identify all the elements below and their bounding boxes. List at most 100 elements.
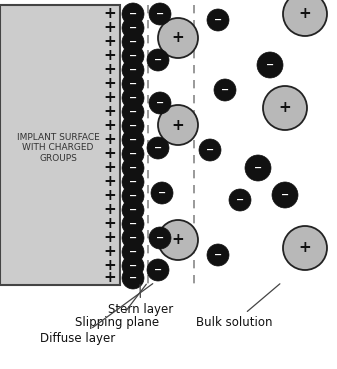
Text: +: +	[103, 203, 116, 217]
Text: −: −	[154, 55, 162, 65]
Text: +: +	[103, 189, 116, 203]
Circle shape	[149, 92, 171, 114]
Text: Stern layer: Stern layer	[108, 285, 173, 316]
Circle shape	[122, 59, 144, 81]
Text: −: −	[236, 195, 244, 205]
Text: +: +	[103, 231, 116, 245]
Circle shape	[122, 17, 144, 39]
Text: −: −	[129, 9, 137, 19]
Text: −: −	[129, 37, 137, 47]
Circle shape	[283, 226, 327, 270]
Circle shape	[122, 129, 144, 151]
Text: −: −	[129, 51, 137, 61]
Text: +: +	[172, 232, 184, 248]
Circle shape	[122, 213, 144, 235]
Text: −: −	[129, 205, 137, 215]
Text: −: −	[129, 107, 137, 117]
Bar	[0, 5, 120, 285]
Text: −: −	[156, 98, 164, 108]
Text: +: +	[103, 7, 116, 21]
Text: −: −	[129, 121, 137, 131]
Text: +: +	[103, 34, 116, 49]
Text: +: +	[103, 245, 116, 259]
Circle shape	[147, 259, 169, 281]
Circle shape	[158, 18, 198, 58]
Text: +: +	[279, 100, 292, 115]
Text: +: +	[103, 118, 116, 134]
Text: −: −	[129, 219, 137, 229]
Circle shape	[149, 227, 171, 249]
Text: −: −	[156, 233, 164, 243]
Text: +: +	[103, 132, 116, 148]
Circle shape	[158, 105, 198, 145]
Text: +: +	[103, 161, 116, 176]
Text: +: +	[103, 259, 116, 273]
Text: −: −	[129, 273, 137, 283]
Text: +: +	[299, 241, 311, 255]
Circle shape	[149, 3, 171, 25]
Text: +: +	[103, 48, 116, 63]
Circle shape	[122, 227, 144, 249]
Text: Diffuse layer: Diffuse layer	[40, 284, 153, 345]
Text: +: +	[103, 104, 116, 120]
Text: −: −	[129, 23, 137, 33]
Text: −: −	[129, 177, 137, 187]
Text: −: −	[221, 85, 229, 95]
Circle shape	[122, 31, 144, 53]
Text: +: +	[103, 217, 116, 231]
Text: +: +	[103, 146, 116, 162]
Circle shape	[122, 3, 144, 25]
Text: −: −	[281, 190, 289, 200]
Text: IMPLANT SURFACE
WITH CHARGED
GROUPS: IMPLANT SURFACE WITH CHARGED GROUPS	[17, 133, 99, 163]
Circle shape	[147, 49, 169, 71]
Circle shape	[229, 189, 251, 211]
Circle shape	[272, 182, 298, 208]
Circle shape	[122, 199, 144, 221]
Circle shape	[122, 45, 144, 67]
Circle shape	[122, 101, 144, 123]
Text: +: +	[103, 90, 116, 106]
Text: +: +	[103, 175, 116, 190]
Text: +: +	[103, 21, 116, 35]
Text: −: −	[154, 143, 162, 153]
Text: +: +	[172, 31, 184, 45]
Circle shape	[283, 0, 327, 36]
Circle shape	[207, 244, 229, 266]
Circle shape	[214, 79, 236, 101]
Circle shape	[207, 9, 229, 31]
Circle shape	[122, 87, 144, 109]
Text: +: +	[172, 117, 184, 132]
Circle shape	[122, 115, 144, 137]
Circle shape	[122, 157, 144, 179]
Text: −: −	[206, 145, 214, 155]
Circle shape	[158, 220, 198, 260]
Circle shape	[122, 143, 144, 165]
Text: −: −	[129, 191, 137, 201]
Circle shape	[147, 137, 169, 159]
Text: −: −	[214, 250, 222, 260]
Text: Bulk solution: Bulk solution	[196, 284, 280, 329]
Text: −: −	[156, 9, 164, 19]
Circle shape	[122, 171, 144, 193]
Text: −: −	[129, 79, 137, 89]
Text: −: −	[214, 15, 222, 25]
Circle shape	[245, 155, 271, 181]
Circle shape	[263, 86, 307, 130]
Text: Slipping plane: Slipping plane	[75, 284, 159, 329]
Text: −: −	[129, 163, 137, 173]
Circle shape	[151, 182, 173, 204]
Circle shape	[122, 185, 144, 207]
Text: −: −	[129, 65, 137, 75]
Text: −: −	[129, 247, 137, 257]
Circle shape	[257, 52, 283, 78]
Text: +: +	[103, 62, 116, 77]
Text: −: −	[266, 60, 274, 70]
Text: −: −	[154, 265, 162, 275]
Text: −: −	[129, 93, 137, 103]
Text: +: +	[103, 76, 116, 92]
Text: −: −	[129, 233, 137, 243]
Text: +: +	[103, 270, 116, 286]
Circle shape	[122, 73, 144, 95]
Text: −: −	[254, 163, 262, 173]
Circle shape	[122, 267, 144, 289]
